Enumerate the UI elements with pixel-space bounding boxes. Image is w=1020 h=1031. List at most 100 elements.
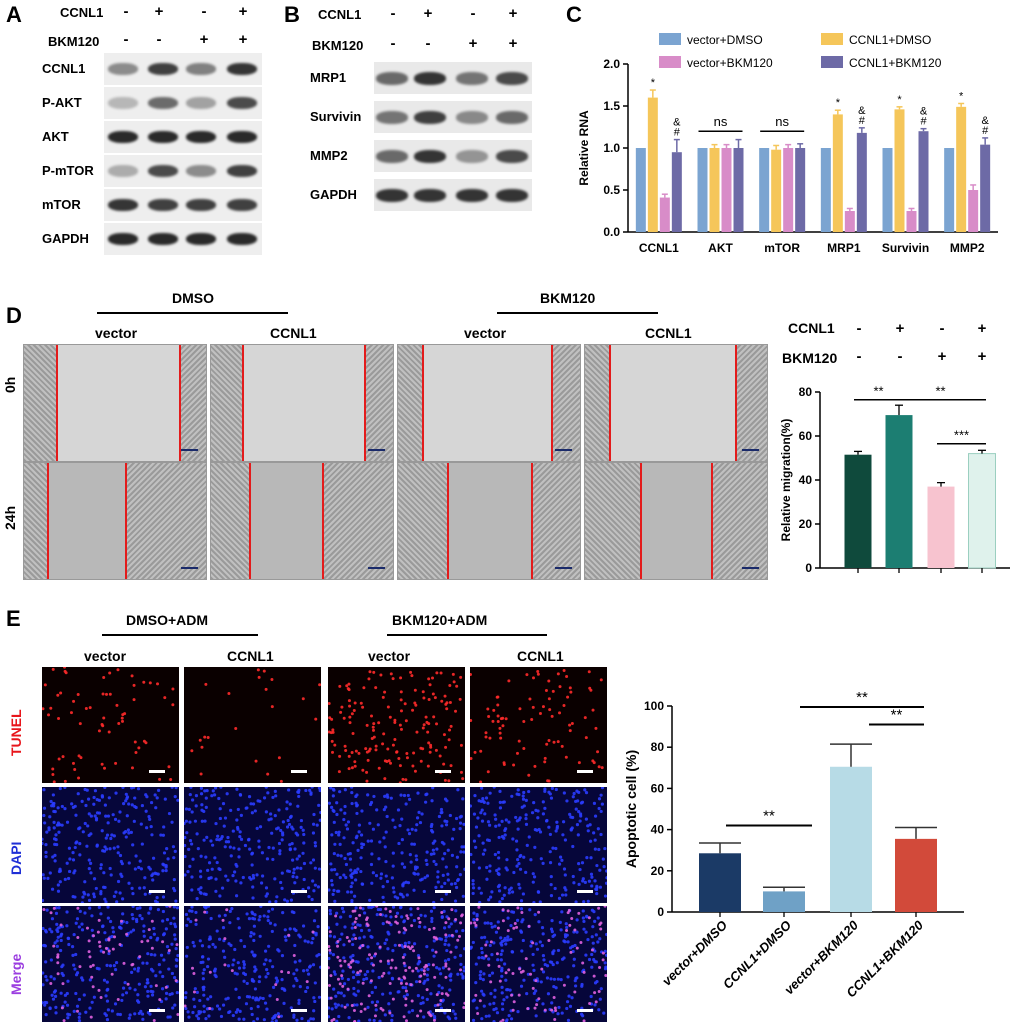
nucleus (387, 1002, 391, 1006)
y-tick-label: 0 (805, 561, 812, 575)
nucleus (376, 823, 380, 827)
y-tick-label: 100 (644, 699, 664, 713)
blot-band (108, 131, 138, 143)
nucleus (149, 800, 154, 805)
nucleus (250, 811, 254, 815)
nucleus (592, 801, 597, 805)
nucleus (549, 883, 553, 887)
blot-a-header-label-1: CCNL1 (60, 5, 104, 20)
cell-layer (735, 345, 767, 461)
tunel-positive (491, 719, 495, 723)
nucleus (462, 850, 465, 854)
nucleus (99, 866, 103, 870)
nucleus (296, 804, 300, 808)
nucleus (237, 847, 241, 851)
nucleus (417, 924, 422, 929)
tunel-positive (117, 722, 121, 726)
nucleus (83, 821, 87, 826)
nucleus (149, 984, 153, 988)
tunel-positive (530, 717, 534, 721)
tunel-positive (358, 913, 362, 917)
tunel-positive (449, 764, 453, 768)
nucleus (230, 907, 234, 911)
tunel-positive (527, 924, 531, 928)
nucleus (89, 814, 93, 818)
tunel-positive (329, 974, 333, 978)
nucleus (577, 809, 581, 814)
nucleus (187, 847, 191, 851)
nucleus (524, 813, 528, 817)
nucleus (217, 937, 222, 941)
dapi-image (42, 787, 179, 903)
nucleus (246, 838, 251, 842)
panel-label-e: E (6, 606, 21, 631)
tunel-positive (347, 939, 351, 943)
nucleus (304, 788, 308, 793)
nucleus (481, 978, 485, 982)
nucleus (477, 956, 481, 960)
nucleus (133, 988, 137, 992)
nucleus (407, 941, 411, 945)
nucleus (412, 942, 417, 946)
tunel-positive (311, 930, 315, 934)
nucleus (275, 895, 279, 899)
nucleus (65, 861, 69, 865)
nucleus (328, 956, 331, 961)
nucleus (593, 919, 597, 923)
nucleus (184, 819, 188, 823)
legend-swatch (821, 33, 843, 45)
tunel-positive (339, 710, 343, 714)
tunel-positive (444, 702, 448, 706)
nucleus (250, 910, 254, 914)
nucleus (207, 876, 211, 881)
nucleus (432, 852, 436, 856)
blot-b-header-label-2: BKM120 (312, 38, 364, 53)
nucleus (206, 906, 211, 908)
nucleus (280, 954, 285, 958)
nucleus (56, 821, 61, 825)
nucleus (139, 867, 143, 871)
nucleus (356, 848, 360, 852)
nucleus (522, 978, 526, 982)
nucleus (510, 910, 514, 914)
nucleus (199, 886, 203, 890)
tunel-positive (556, 672, 560, 676)
nucleus (162, 958, 166, 962)
tunel-positive (374, 1003, 378, 1007)
nucleus (543, 789, 547, 793)
nucleus (440, 915, 444, 920)
nucleus (81, 978, 85, 982)
nucleus (538, 940, 542, 944)
blot-row-label: P-mTOR (42, 163, 94, 178)
nucleus (280, 978, 284, 982)
nucleus (562, 939, 566, 943)
nucleus (255, 1017, 260, 1021)
nucleus (273, 877, 277, 881)
legend-swatch (659, 33, 681, 45)
tunel-positive (328, 983, 331, 987)
nucleus (278, 852, 282, 856)
nucleus (268, 994, 272, 998)
nucleus (483, 921, 487, 925)
nucleus (260, 851, 265, 855)
nucleus (120, 897, 125, 901)
nucleus (378, 840, 382, 844)
nucleus (339, 915, 343, 919)
nucleus (354, 836, 358, 840)
dapi-image (328, 787, 465, 903)
significance-marker: # (674, 127, 681, 139)
nucleus (480, 946, 484, 951)
nucleus (271, 795, 275, 800)
nucleus (384, 859, 388, 864)
nucleus (387, 971, 391, 975)
nucleus (341, 969, 345, 973)
nucleus (143, 876, 147, 880)
nucleus (308, 788, 312, 792)
nucleus (539, 857, 543, 861)
nucleus (352, 986, 356, 991)
nucleus (250, 851, 255, 855)
nucleus (234, 894, 239, 898)
tunel-positive (203, 735, 207, 739)
nucleus (52, 837, 57, 841)
nucleus (103, 1012, 107, 1016)
